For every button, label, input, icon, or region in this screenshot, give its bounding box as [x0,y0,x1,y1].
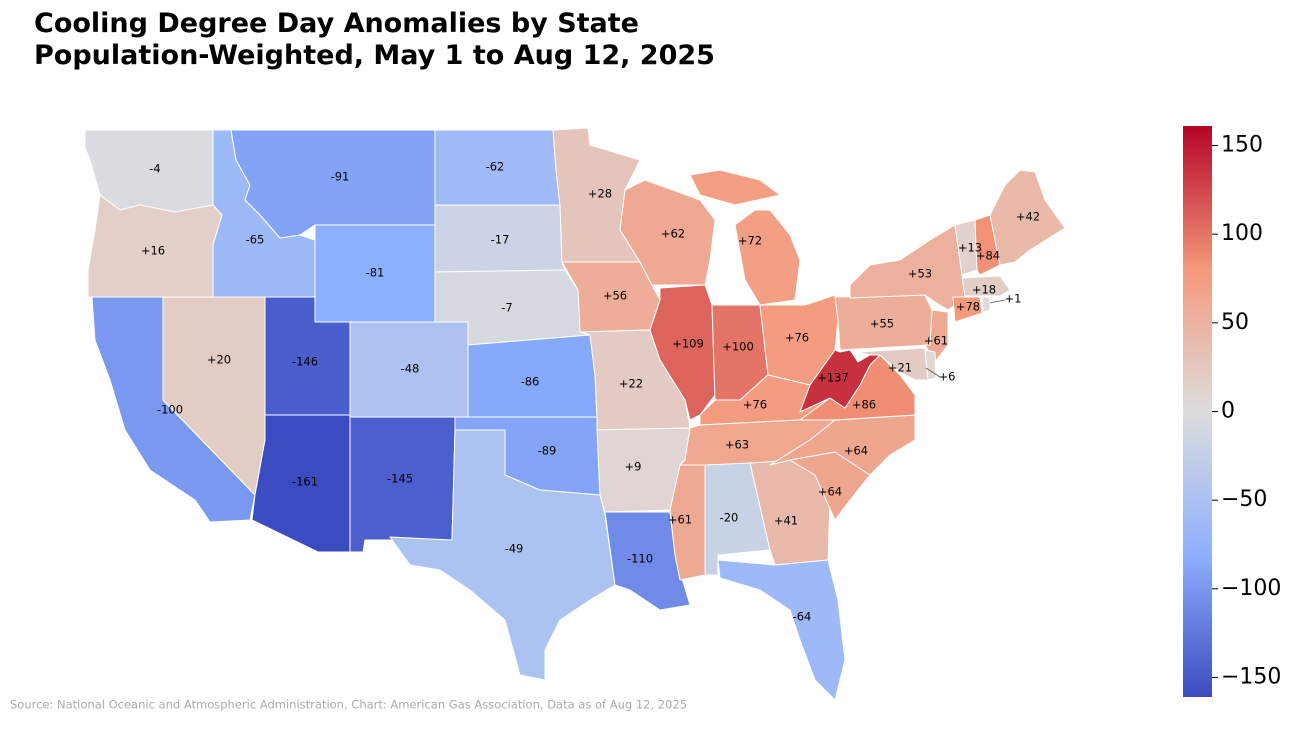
state-value-label: +72 [738,234,762,248]
state-value-label: +41 [774,514,798,528]
state-value-label: +109 [672,337,704,351]
state-value-label: -48 [401,362,420,376]
state-value-label: +1 [1005,292,1022,306]
state-value-label: +137 [817,371,849,385]
state-value-label: +86 [852,398,876,412]
state-value-label: +64 [818,485,842,499]
state-value-label: +61 [924,334,948,348]
colorbar-tick-label: −150 [1221,664,1281,689]
state-value-label: -100 [157,403,183,417]
state-value-label: -86 [521,375,540,389]
chart-subtitle: Population-Weighted, May 1 to Aug 12, 20… [34,40,715,71]
state-value-label: +6 [939,370,956,384]
state-value-label: +100 [722,340,754,354]
state-value-label: +16 [141,244,165,258]
state-value-label: +20 [207,353,231,367]
state [952,296,983,323]
state-labels: -4 +16 -100 +20 -65 -91 -81 -146 -161 -48 -145 -62 -… [141,160,1040,624]
colorbar [1183,126,1212,697]
state-value-label: +42 [1016,210,1040,224]
state [981,296,991,313]
leader-line [925,367,941,378]
state-value-label: -91 [331,170,350,184]
state-value-label: -49 [505,542,524,556]
state-value-label: +55 [870,317,894,331]
state-value-label: +84 [976,249,1000,263]
state [689,169,801,306]
state-value-label: +63 [725,438,749,452]
colorbar-tick-label: 0 [1221,399,1235,424]
state-value-label: -17 [491,233,510,247]
state-value-label: +28 [588,187,612,201]
state [389,429,616,681]
chart-title: Cooling Degree Day Anomalies by State [34,8,639,39]
source-note: Source: National Oceanic and Atmospheric… [10,698,687,712]
colorbar-tick-label: 50 [1221,310,1249,335]
state-value-label: +18 [972,283,996,297]
state-value-label: +64 [844,444,868,458]
colorbar-ticks: 150 100 50 0 −50 −100 −150 [1212,133,1281,689]
state [961,275,1011,297]
colorbar-tick-label: 100 [1221,221,1263,246]
colorbar-tick-label: 150 [1221,133,1263,158]
leader-line [989,299,1006,304]
state [769,414,916,476]
state-value-label: -64 [793,610,812,624]
state-value-label: -146 [292,355,318,369]
state-value-label: +76 [785,331,809,345]
state-value-label: -7 [501,301,512,315]
state-value-label: -161 [292,475,318,489]
colorbar-tick-label: −100 [1221,576,1281,601]
state [717,559,846,701]
state-value-label: +22 [619,377,643,391]
state-value-label: -145 [387,472,413,486]
state-value-label: +56 [603,289,627,303]
state-value-label: -65 [246,233,265,247]
state-value-label: -89 [538,444,557,458]
colorbar-tick-label: −50 [1221,487,1267,512]
state-value-label: +53 [908,267,932,281]
state-value-label: -20 [720,511,739,525]
state-value-label: +61 [668,513,692,527]
state-value-label: +13 [958,241,982,255]
state-value-label: +62 [661,227,685,241]
state [434,204,566,273]
state-value-label: +9 [625,460,642,474]
state [974,214,1001,276]
states [84,127,1066,701]
state-value-label: -62 [486,160,505,174]
state [649,284,716,421]
state [989,169,1066,266]
state-value-label: +78 [956,300,980,314]
state-value-label: +76 [743,398,767,412]
state-value-label: -110 [627,552,653,566]
state-value-label: -81 [366,266,385,280]
state-value-label: -4 [149,162,160,176]
state-value-label: +21 [888,361,912,375]
